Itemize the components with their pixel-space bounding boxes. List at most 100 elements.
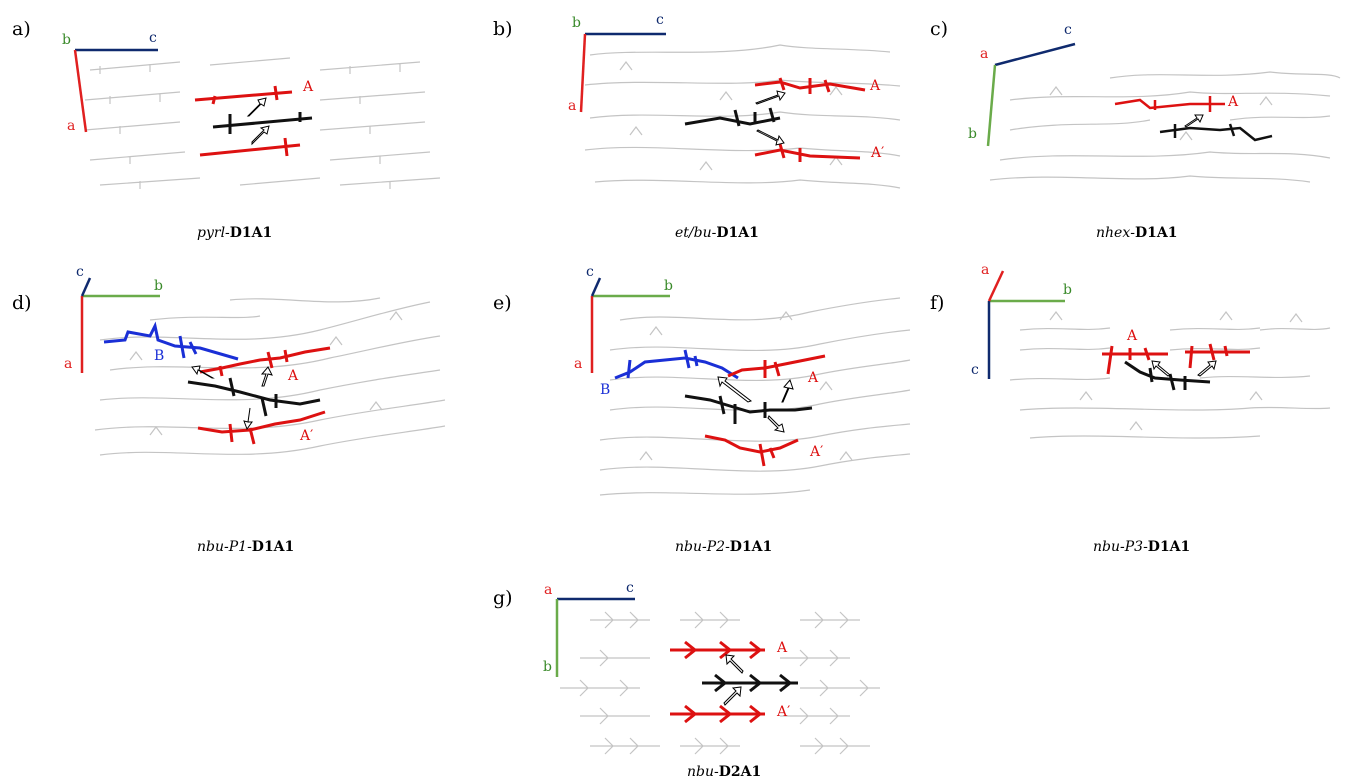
molecule-label-a: A: [1127, 328, 1138, 344]
axis-label-b: b: [62, 32, 71, 48]
axis-label-a: a: [67, 118, 76, 134]
panel-g: a c b A A′ nbu-D2A1: [480, 560, 930, 784]
molecule-label-a-prime: A′: [871, 145, 885, 161]
molecule-label-a-prime: A′: [300, 428, 314, 444]
molecule-a-top: [194, 85, 293, 105]
axis-label-a: a: [980, 46, 989, 62]
molecule-label-a: A: [777, 640, 788, 656]
molecule-label-a-prime: A′: [810, 444, 824, 460]
panel-d: c c b a B A A′ nbu-P1-D1A1: [0, 260, 470, 560]
interaction-arrows: [1184, 114, 1204, 128]
panel-b-label: b): [493, 18, 513, 40]
molecule-label-a: A: [288, 368, 299, 384]
axis-label-c: c: [76, 264, 84, 280]
axis-label-c: c: [626, 580, 634, 596]
molecule-a-top: [670, 640, 765, 660]
molecule-a-bottom: [199, 137, 301, 157]
molecule-center: [187, 377, 321, 417]
molecule-label-b: B: [154, 348, 165, 364]
panel-g-diagram: [555, 597, 880, 755]
axis-label-c: c: [1064, 22, 1072, 38]
molecule-a-top: [727, 354, 826, 378]
axes: [73, 48, 158, 133]
panel-d-label: d): [12, 292, 32, 314]
axis-label-a: a: [574, 356, 583, 372]
axes: [579, 32, 666, 113]
panel-f-label: f): [930, 292, 945, 314]
molecule-center: [684, 107, 781, 127]
panel-f-diagram: [987, 270, 1331, 439]
background-molecules: [989, 71, 1341, 183]
molecule-a-top: [199, 346, 331, 377]
panel-g-caption: nbu-D2A1: [687, 764, 762, 780]
panel-a-label: a): [12, 18, 31, 40]
molecule-b: [614, 349, 739, 380]
molecule-a-right: [1185, 343, 1250, 369]
panel-a-caption: pyrl-D1A1: [197, 225, 273, 241]
axis-label-c: c: [586, 264, 594, 280]
axis-label-b: b: [968, 126, 977, 142]
interaction-arrows: [191, 365, 273, 431]
panel-c-diagram: [986, 42, 1341, 183]
molecule-a-bottom: [754, 143, 861, 162]
molecule-a-bottom: [704, 434, 799, 467]
molecule-a-bottom: [670, 704, 765, 724]
interaction-arrows: [246, 97, 270, 146]
panel-e: c b a B A A′ nbu-P2-D1A1: [480, 260, 930, 560]
molecule-label-a-prime: A′: [777, 704, 791, 720]
panel-b-diagram: [579, 32, 901, 189]
molecule-a-bottom: [197, 410, 326, 445]
panel-f: a b c A nbu-P3-D1A1: [930, 260, 1348, 560]
panel-b-caption: et/bu-D1A1: [675, 225, 759, 241]
panel-d-caption: nbu-P1-D1A1: [197, 539, 295, 555]
molecule-label-b: B: [600, 382, 611, 398]
axis-label-b: b: [1063, 282, 1072, 298]
molecule-label-a: A: [303, 79, 314, 95]
molecule-center: [702, 673, 798, 693]
molecule-a-top: [754, 77, 866, 94]
panel-c-caption: nhex-D1A1: [1096, 225, 1178, 241]
axis-label-b: b: [154, 278, 163, 294]
molecule-label-a: A: [870, 78, 881, 94]
panel-a-diagram: [73, 48, 441, 189]
axis-label-b: b: [572, 15, 581, 31]
panel-e-diagram: [590, 277, 911, 496]
panel-c-label: c): [930, 18, 949, 40]
panel-a: b c a A pyrl-D1A1: [0, 0, 470, 250]
background-molecules: [560, 611, 880, 755]
panel-e-label: e): [493, 292, 512, 314]
background-molecules: [94, 297, 446, 456]
axis-label-a: a: [981, 262, 990, 278]
axis-label-a: a: [64, 356, 73, 372]
molecule-a: [1114, 96, 1225, 112]
molecule-center: [1159, 123, 1273, 142]
molecule-b: [103, 321, 239, 361]
panel-f-caption: nbu-P3-D1A1: [1093, 539, 1191, 555]
axis-label-a: a: [568, 98, 577, 114]
molecule-a-left: [1102, 345, 1168, 375]
background-molecules: [1009, 311, 1331, 439]
axes: [555, 597, 635, 677]
axis-label-c: c: [971, 362, 979, 378]
axis-label-c: c: [149, 30, 157, 46]
panel-g-label: g): [493, 587, 513, 609]
axis-label-b: b: [664, 278, 673, 294]
axes: [590, 277, 670, 373]
axes: [986, 42, 1076, 147]
interaction-arrows: [723, 654, 744, 706]
molecule-label-a: A: [1228, 94, 1239, 110]
background-molecules: [84, 57, 441, 189]
interaction-arrows: [1151, 360, 1217, 377]
axes: [80, 277, 160, 373]
background-molecules: [584, 44, 901, 189]
panel-c: a c b A nhex-D1A1: [930, 0, 1348, 250]
interaction-arrows: [717, 376, 794, 433]
molecule-center: [684, 394, 813, 424]
molecule-label-a: A: [808, 370, 819, 386]
axis-label-a: a: [544, 582, 553, 598]
interaction-arrows: [755, 90, 786, 146]
axis-label-b: b: [543, 659, 552, 675]
panel-b: b c a A A′ et/bu-D1A1: [480, 0, 930, 250]
molecule-center: [212, 112, 313, 134]
background-molecules: [599, 297, 911, 496]
